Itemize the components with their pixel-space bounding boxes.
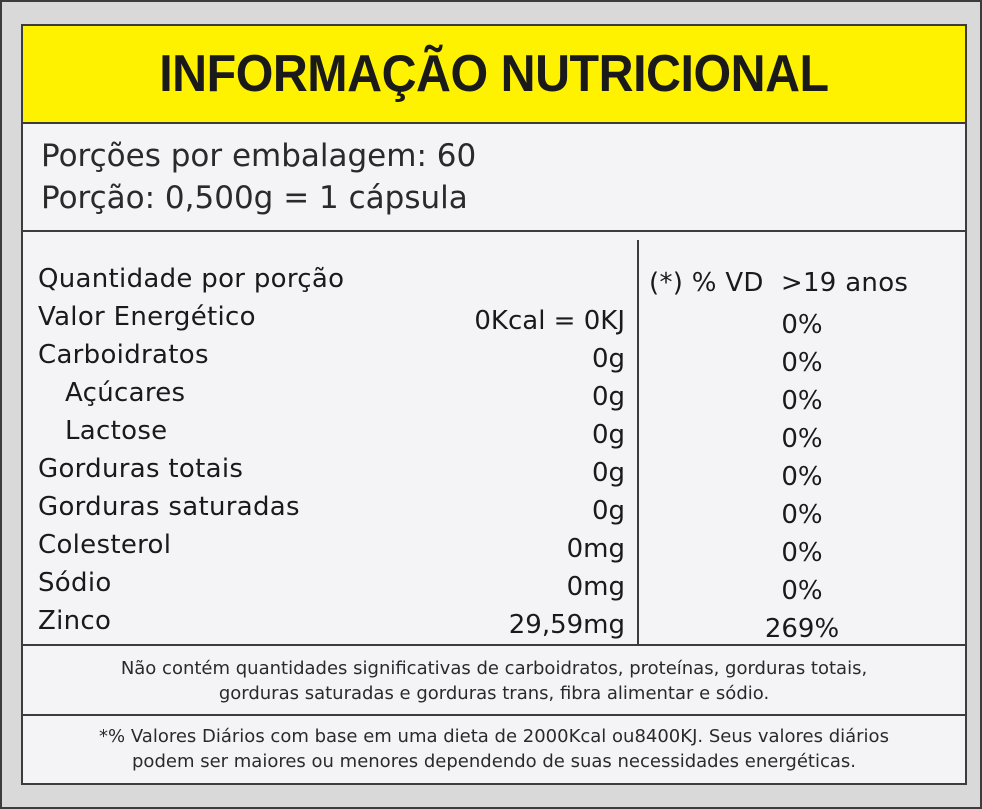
nutrient-vd: 0% — [781, 386, 823, 416]
nutrient-name: Gorduras saturadas — [38, 492, 300, 522]
nutrient-name: Lactose — [65, 416, 168, 446]
table-row: Açúcares 0g 0% — [23, 378, 965, 416]
disclaimer-note: Não contém quantidades significativas de… — [23, 646, 965, 716]
nutrition-label: INFORMAÇÃO NUTRICIONAL Porções por embal… — [21, 24, 967, 785]
nutrient-vd: 0% — [781, 348, 823, 378]
nutrient-vd: 0% — [781, 462, 823, 492]
footnote-line-2: podem ser maiores ou menores dependendo … — [132, 751, 856, 772]
table-row: Lactose 0g 0% — [23, 416, 965, 454]
title-bar: INFORMAÇÃO NUTRICIONAL — [23, 26, 965, 124]
nutrient-name: Colesterol — [38, 530, 172, 560]
table-row: Zinco 29,59mg 269% — [23, 606, 965, 644]
table-row: Valor Energético 0Kcal = 0KJ 0% — [23, 302, 965, 340]
nutrient-amount: 0Kcal = 0KJ — [474, 306, 625, 336]
nutrient-vd: 0% — [781, 310, 823, 340]
nutrient-amount: 0g — [591, 382, 625, 412]
nutrient-amount: 29,59mg — [508, 610, 625, 640]
nutrient-name: Sódio — [38, 568, 112, 598]
nutrient-vd: 0% — [781, 500, 823, 530]
table-row: Colesterol 0mg 0% — [23, 530, 965, 568]
nutrient-vd: 0% — [781, 576, 823, 606]
disclaimer-line-1: Não contém quantidades significativas de… — [120, 658, 868, 679]
disclaimer-line-2: gorduras saturadas e gorduras trans, fib… — [218, 683, 770, 704]
nutrient-table: Quantidade por porção (*) % VD >19 anos … — [23, 232, 965, 646]
nutrient-amount: 0g — [591, 420, 625, 450]
nutrient-vd: 0% — [781, 538, 823, 568]
nutrient-name: Gorduras totais — [38, 454, 244, 484]
table-row: Gorduras saturadas 0g 0% — [23, 492, 965, 530]
daily-value-footnote: *% Valores Diários com base em uma dieta… — [23, 716, 965, 783]
nutrient-name: Zinco — [38, 606, 112, 636]
table-row: Carboidratos 0g 0% — [23, 340, 965, 378]
nutrient-amount: 0g — [591, 458, 625, 488]
nutrient-vd: 269% — [764, 614, 840, 644]
quantity-header: Quantidade por porção — [38, 264, 345, 294]
nutrient-amount: 0mg — [566, 534, 625, 564]
nutrient-name: Carboidratos — [38, 340, 209, 370]
nutrient-vd: 0% — [781, 424, 823, 454]
nutrient-amount: 0g — [591, 496, 625, 526]
nutrient-amount: 0g — [591, 344, 625, 374]
nutrient-name: Açúcares — [65, 378, 186, 408]
serving-size: Porção: 0,500g = 1 cápsula — [41, 180, 468, 216]
servings-per-package: Porções por embalagem: 60 — [41, 138, 477, 174]
nutrient-amount: 0mg — [566, 572, 625, 602]
label-title: INFORMAÇÃO NUTRICIONAL — [159, 45, 829, 103]
footnote-line-1: *% Valores Diários com base em uma dieta… — [99, 726, 889, 747]
daily-value-header: (*) % VD >19 anos — [649, 268, 909, 298]
column-divider — [637, 240, 639, 644]
table-row: Gorduras totais 0g 0% — [23, 454, 965, 492]
serving-info: Porções por embalagem: 60 Porção: 0,500g… — [23, 124, 965, 232]
table-row: Sódio 0mg 0% — [23, 568, 965, 606]
nutrient-name: Valor Energético — [38, 302, 256, 332]
